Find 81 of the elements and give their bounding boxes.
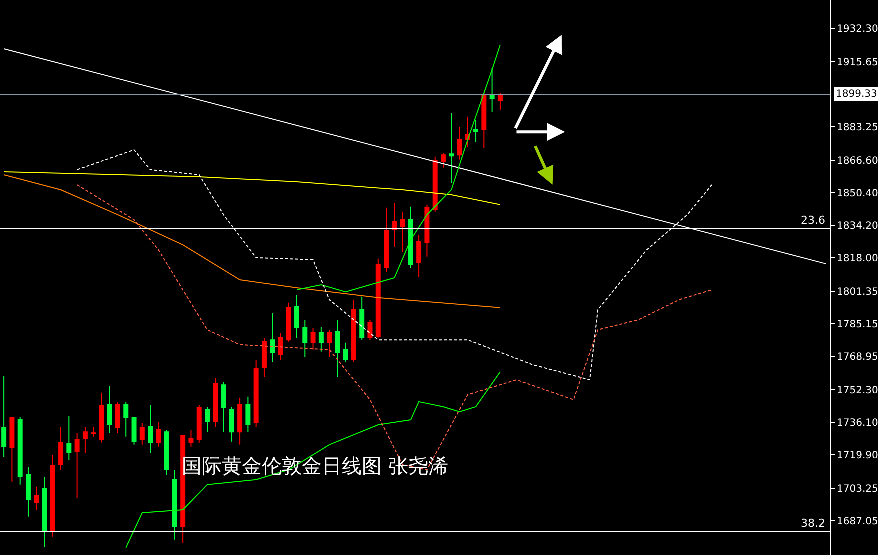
candlestick xyxy=(310,328,316,350)
candlestick xyxy=(18,416,23,486)
candlestick xyxy=(254,359,259,428)
candlestick xyxy=(360,296,365,341)
candlestick xyxy=(408,206,414,268)
ref-line-label: 1899.33 xyxy=(836,89,878,100)
candlestick xyxy=(392,202,398,248)
candlestick xyxy=(449,112,454,184)
candlestick xyxy=(327,330,332,358)
candlestick xyxy=(351,299,356,362)
candlestick xyxy=(221,382,226,433)
candlestick xyxy=(302,319,308,358)
candlestick xyxy=(318,326,324,352)
candlestick xyxy=(286,302,292,342)
y-tick-label: 1883.25 xyxy=(837,122,878,134)
candlestick xyxy=(10,418,15,482)
y-tick-label: 1850.40 xyxy=(837,188,878,200)
candlestick xyxy=(335,319,340,378)
candlestick xyxy=(278,332,284,360)
candlestick xyxy=(432,156,438,212)
candlestick xyxy=(74,432,80,498)
line-series xyxy=(126,372,501,548)
y-tick-label: 1687.05 xyxy=(837,516,878,528)
candlestick xyxy=(148,404,154,454)
candlestick xyxy=(213,378,218,428)
candlestick xyxy=(424,204,430,258)
candlestick xyxy=(474,119,479,143)
y-tick-label: 1866.60 xyxy=(837,156,878,167)
candlestick xyxy=(188,430,194,448)
line-series xyxy=(4,171,501,206)
candlestick xyxy=(124,401,129,438)
y-tick-label: 1703.25 xyxy=(837,484,878,495)
y-tick-label: 1932.30 xyxy=(837,24,878,35)
annotation: 23.6 xyxy=(801,214,826,227)
candlestick xyxy=(440,152,446,168)
candlestick xyxy=(262,338,267,378)
y-tick-label: 1785.15 xyxy=(837,319,878,330)
candlestick xyxy=(238,397,243,446)
candlestick xyxy=(42,476,48,548)
candlestick xyxy=(416,234,422,278)
candlestick xyxy=(172,470,178,540)
candlestick xyxy=(107,386,112,434)
y-tick-label: 1752.30 xyxy=(837,385,878,396)
candlestick xyxy=(58,426,64,471)
candlestick xyxy=(26,466,31,518)
candlestick xyxy=(400,211,406,253)
candlestick xyxy=(91,426,96,438)
candlestick xyxy=(457,126,462,160)
candlestick xyxy=(294,294,300,339)
candlestick xyxy=(34,486,40,511)
y-tick-label: 1915.65 xyxy=(837,57,878,68)
candlestick xyxy=(140,422,145,446)
y-tick-label: 1719.90 xyxy=(837,450,878,462)
annotation: 38.2 xyxy=(801,517,826,530)
candlestick xyxy=(50,454,56,538)
y-tick-label: 1801.35 xyxy=(837,286,878,298)
candlestick xyxy=(164,430,170,476)
line-series xyxy=(4,174,501,308)
candlestick xyxy=(343,342,348,362)
candlestick xyxy=(2,376,7,458)
candlestick xyxy=(376,258,381,339)
y-tick-label: 1736.10 xyxy=(837,418,878,429)
candlestick xyxy=(229,406,234,442)
y-tick-label: 1834.20 xyxy=(837,220,878,232)
candlestick xyxy=(99,392,104,444)
candlestick xyxy=(116,401,120,434)
candlestick xyxy=(246,396,251,433)
candlestick xyxy=(196,404,202,444)
candlestick xyxy=(66,416,72,460)
y-tick-label: 1818.00 xyxy=(837,253,878,264)
y-tick-label: 1768.95 xyxy=(837,352,878,363)
candlestick xyxy=(490,68,495,113)
line-series xyxy=(296,44,501,293)
candlestick xyxy=(498,92,503,111)
candlestick xyxy=(82,426,88,454)
candlestick xyxy=(132,416,137,446)
candlestick xyxy=(270,312,276,362)
candlestick xyxy=(384,207,390,272)
candlestick xyxy=(482,92,487,149)
candlestick xyxy=(205,406,210,433)
candlestick xyxy=(156,422,162,448)
